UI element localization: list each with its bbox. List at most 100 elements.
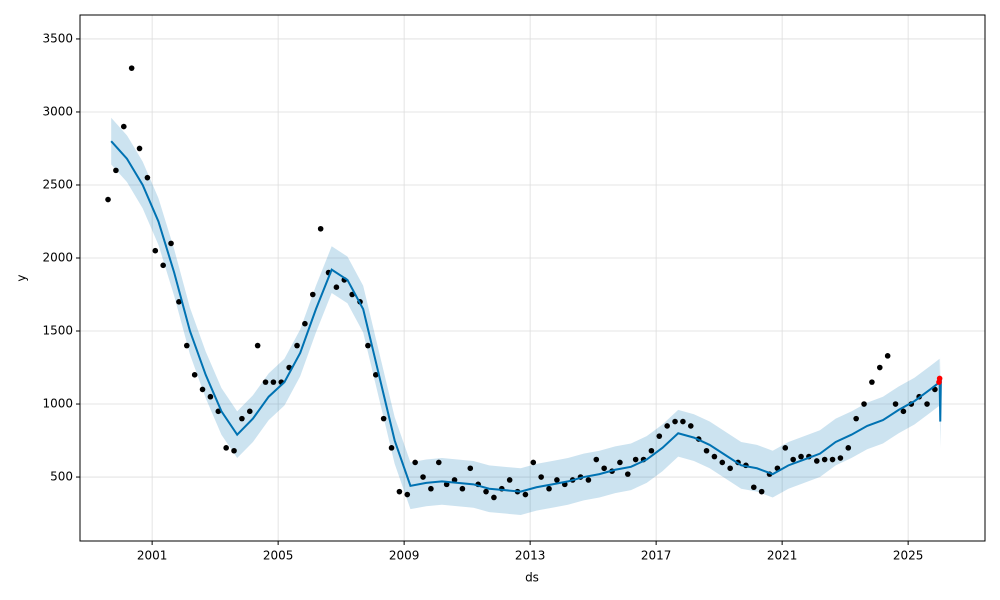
y-tick-label: 3500: [42, 31, 73, 45]
data-point: [884, 353, 891, 359]
data-point: [333, 284, 340, 290]
data-point: [876, 364, 883, 371]
data-point: [703, 447, 710, 454]
data-point: [656, 433, 663, 439]
forecast-line: [110, 140, 942, 493]
data-point: [798, 453, 804, 460]
x-tick-label: 2021: [767, 549, 798, 563]
data-point: [231, 447, 237, 454]
data-point: [152, 247, 159, 254]
data-point: [191, 372, 198, 378]
data-point: [120, 123, 127, 130]
data-point: [936, 375, 943, 382]
data-point: [601, 465, 607, 472]
data-point: [727, 465, 733, 472]
data-point: [483, 488, 489, 495]
data-point: [215, 408, 222, 415]
data-point: [128, 65, 135, 71]
data-point: [309, 291, 316, 298]
data-point: [136, 145, 143, 152]
data-point: [680, 418, 686, 425]
data-point: [506, 477, 513, 483]
data-point: [845, 445, 852, 451]
data-point: [491, 494, 497, 501]
x-axis-label: ds: [525, 571, 539, 585]
data-point: [168, 240, 174, 247]
data-point: [396, 488, 403, 495]
data-point: [924, 401, 930, 407]
y-tick-label: 1500: [42, 324, 73, 338]
data-point: [664, 423, 670, 429]
data-point: [546, 485, 552, 492]
data-point: [467, 465, 474, 472]
data-point: [782, 445, 789, 451]
data-point: [829, 456, 836, 463]
data-point: [459, 485, 466, 492]
data-point: [790, 456, 796, 463]
data-point: [254, 342, 261, 349]
data-point: [758, 488, 765, 495]
data-point: [435, 459, 442, 466]
data-point: [554, 477, 560, 483]
data-point: [270, 379, 277, 385]
data-point: [719, 459, 726, 466]
data-point: [687, 423, 694, 429]
x-tick-label: 2009: [389, 549, 420, 563]
data-point: [388, 445, 395, 451]
y-axis-label: y: [15, 274, 29, 281]
data-point: [404, 491, 411, 498]
data-point: [593, 456, 600, 463]
x-tick-label: 2013: [515, 549, 546, 563]
data-point: [246, 408, 253, 415]
data-point: [672, 418, 678, 425]
data-point: [183, 342, 190, 349]
data-point: [113, 167, 119, 174]
data-point: [380, 415, 387, 422]
data-point: [176, 299, 182, 305]
data-point: [711, 453, 718, 460]
data-point: [522, 491, 529, 498]
data-point: [530, 459, 537, 466]
data-point: [144, 174, 151, 181]
data-point: [223, 445, 229, 451]
data-point: [585, 477, 592, 483]
data-point: [750, 484, 757, 491]
data-point: [853, 415, 859, 422]
y-tick-label: 2500: [42, 177, 73, 191]
data-point: [412, 459, 418, 466]
data-point: [420, 474, 426, 480]
data-point: [624, 471, 631, 477]
data-point: [861, 401, 867, 407]
data-point: [821, 456, 828, 463]
data-point: [365, 342, 371, 349]
data-point: [372, 372, 379, 378]
data-point: [837, 455, 844, 461]
y-tick-label: 500: [50, 470, 73, 484]
x-tick-label: 2025: [893, 549, 924, 563]
data-point: [207, 393, 214, 400]
data-point: [105, 196, 111, 203]
y-tick-label: 2000: [42, 250, 73, 264]
data-point: [632, 456, 639, 463]
data-point: [428, 485, 434, 492]
data-point: [160, 262, 166, 269]
data-point: [451, 477, 458, 483]
y-tick-label: 1000: [42, 397, 73, 411]
data-point: [617, 459, 623, 466]
data-point: [262, 379, 269, 385]
x-tick-label: 2001: [137, 549, 168, 563]
x-tick-label: 2017: [641, 549, 672, 563]
data-point: [199, 386, 206, 393]
data-point: [302, 320, 308, 327]
data-point: [239, 415, 245, 422]
data-point: [294, 342, 300, 349]
data-point: [317, 225, 324, 232]
y-tick-label: 3000: [42, 104, 73, 118]
data-point: [538, 474, 544, 480]
data-point: [648, 447, 655, 454]
x-tick-label: 2005: [263, 549, 294, 563]
data-point: [900, 408, 907, 415]
data-point: [813, 458, 820, 464]
data-point: [892, 401, 899, 407]
